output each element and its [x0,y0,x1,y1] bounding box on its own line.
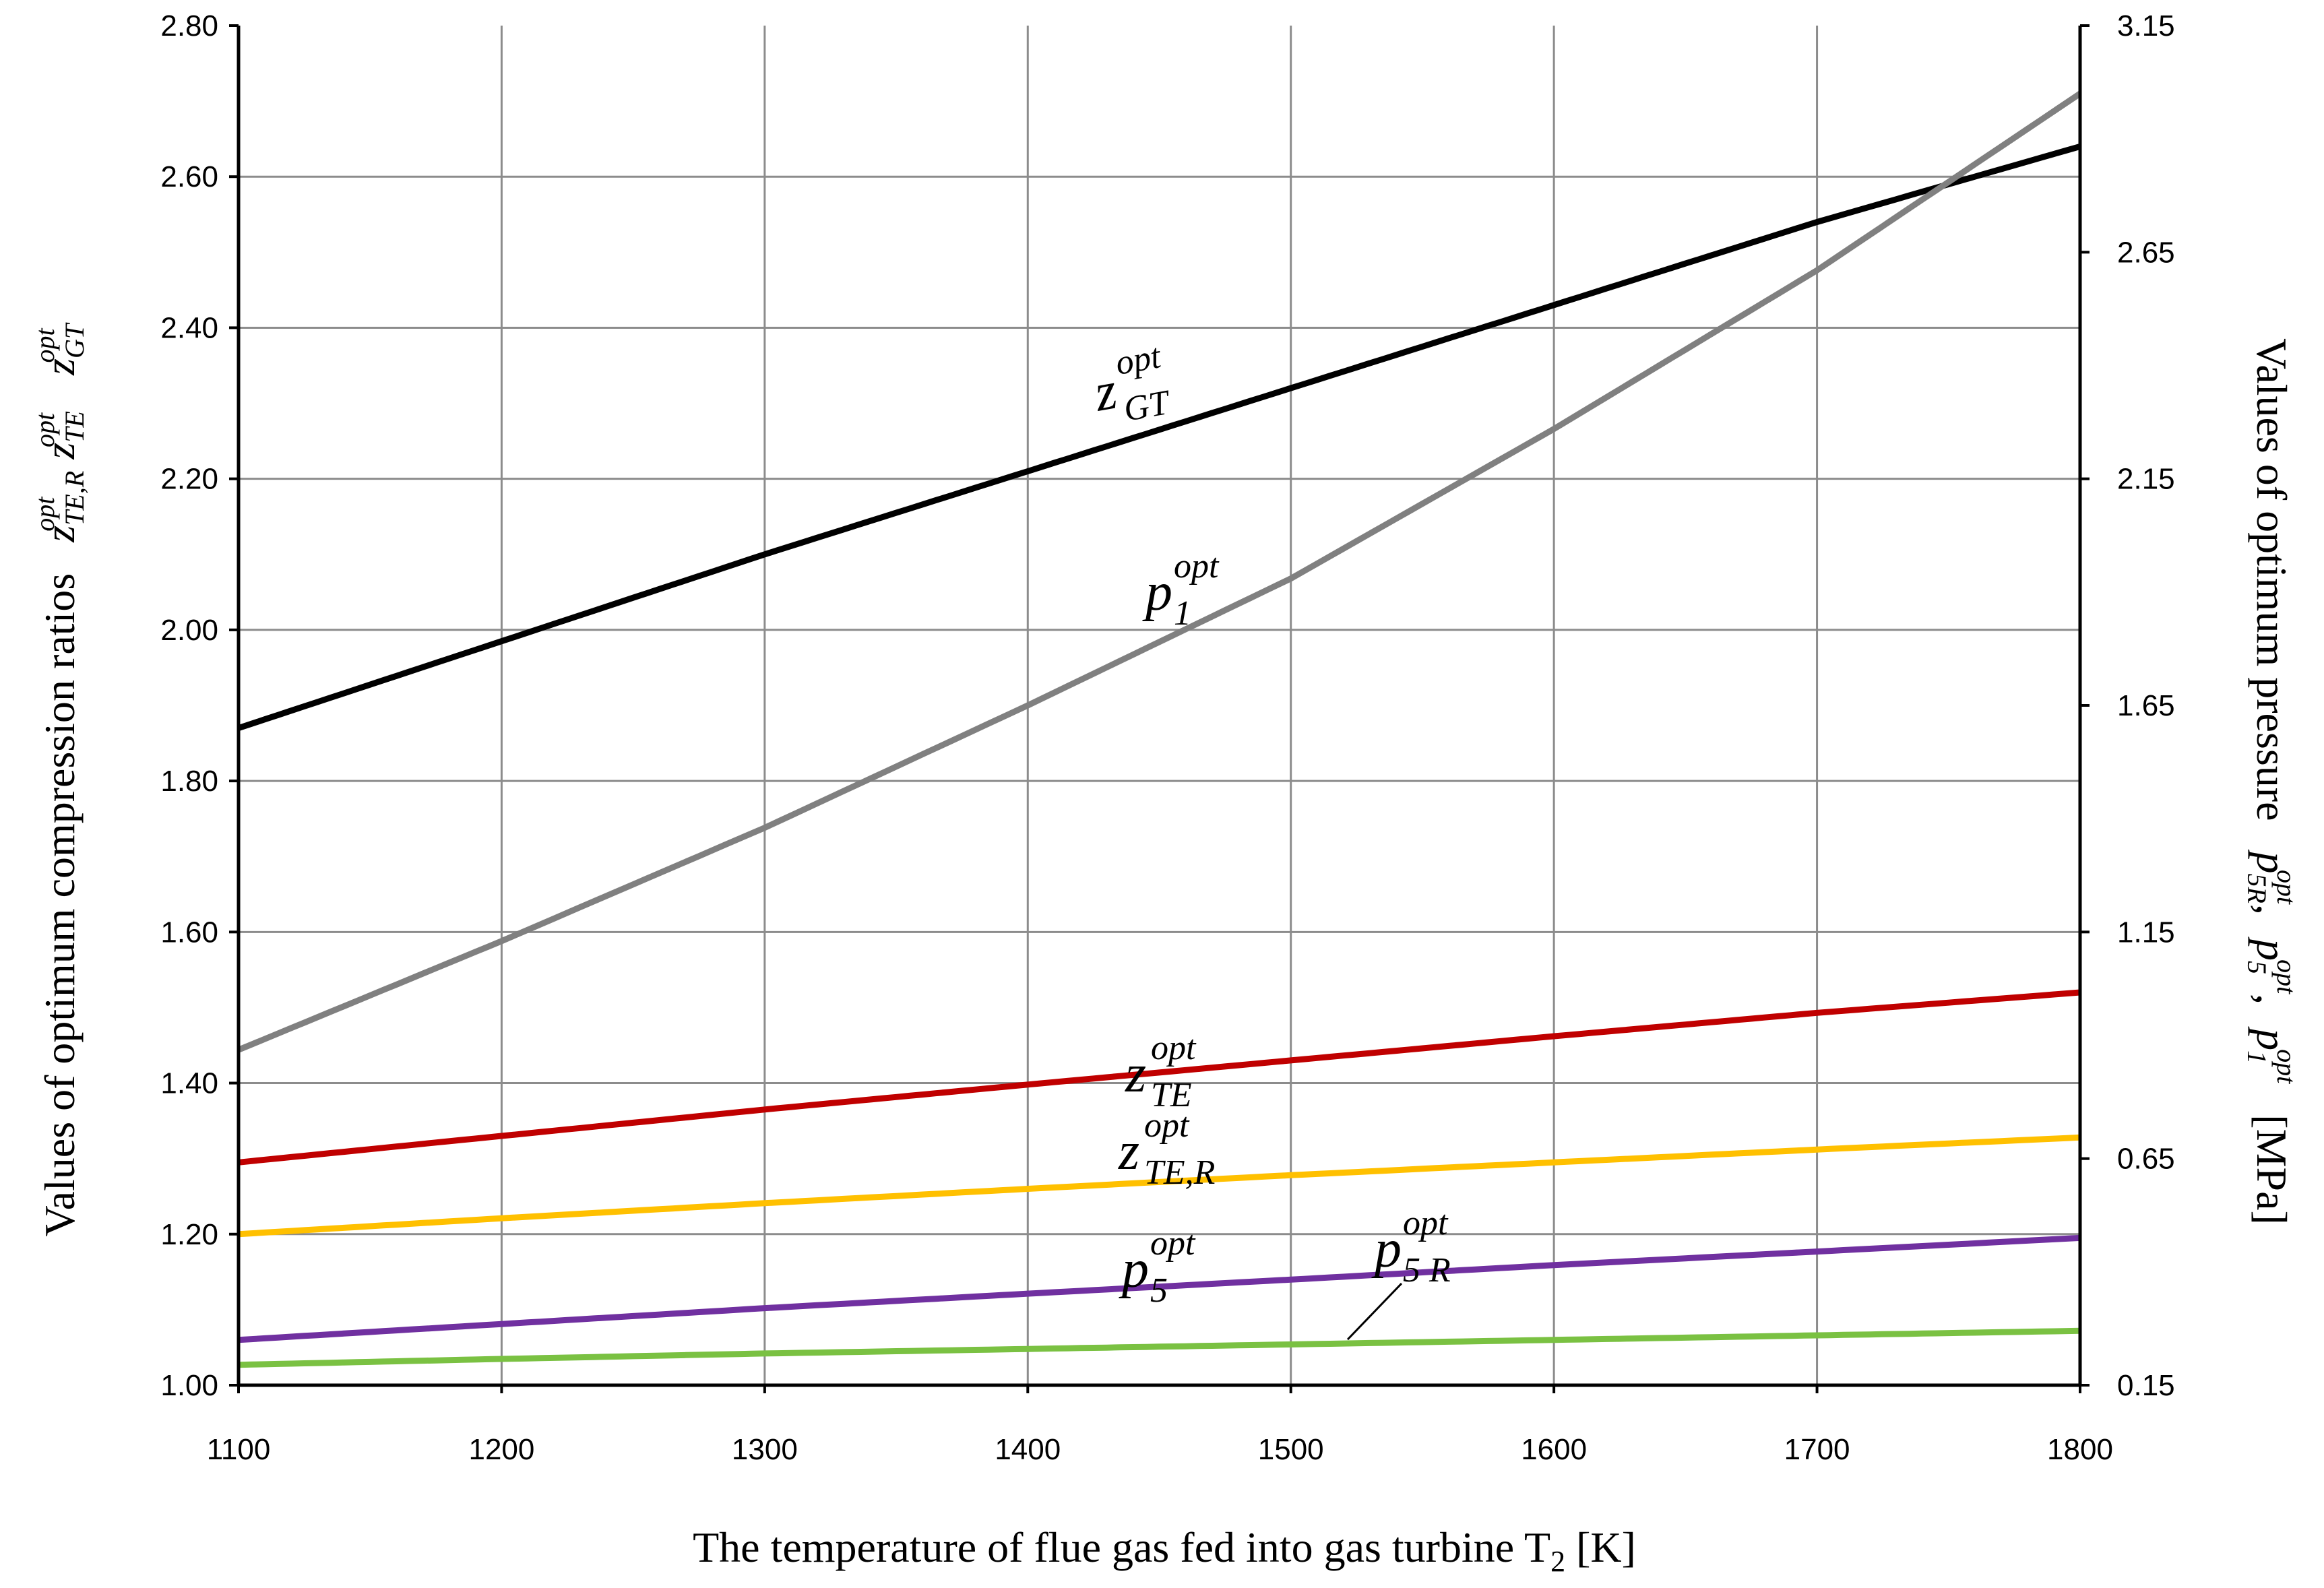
x-tick-label: 1200 [468,1433,534,1466]
y-left-tick-label: 2.40 [160,311,218,344]
annotation-p-5: p 5 opt [1119,1224,1196,1310]
y-left-tick-label: 1.00 [160,1369,218,1402]
x-tick-label: 1100 [207,1433,271,1466]
x-tick-label: 1600 [1521,1433,1587,1466]
annotation-subscript: GT [1121,383,1173,429]
y-right-tick-label: 0.65 [2117,1143,2175,1176]
y-left-title-zter: z [36,526,84,543]
y-right-tick-label: 2.65 [2117,236,2175,269]
annotation-subscript: 5 R [1403,1251,1451,1290]
series-line-p-1 [237,91,2082,1053]
y-left-tick-label: 1.20 [160,1218,218,1251]
x-tick-label: 1700 [1784,1433,1850,1466]
annotation-subscript: 1 [1174,594,1191,633]
series-line-z-te-r [238,1134,2081,1238]
p5r-leader-line [1346,1282,1403,1341]
y-left-axis-title: Values of optimum compression ratios zTE… [15,322,90,1236]
y-right-tick-label: 0.15 [2117,1369,2175,1402]
annotation-symbol: z [1118,1122,1139,1181]
svg-text:Values of optimum compression: Values of optimum compression ratios zTE… [15,322,90,1236]
series-line-z-gt [237,144,2081,731]
y-right-tick-label: 2.15 [2117,463,2175,496]
annotation-superscript: opt [1112,337,1164,383]
y-right-tick-label: 1.15 [2117,916,2175,949]
annotation-superscript: opt [1150,1224,1196,1263]
annotation-symbol: p [1371,1219,1402,1279]
y-left-tick-label: 1.80 [160,765,218,798]
svg-text:Values of optimum pressure: Values of optimum pressure p5Ropt, p5opt… [2242,338,2316,1225]
annotation-superscript: opt [1144,1106,1190,1145]
y-left-tick-label: 2.80 [160,9,218,42]
annotation-symbol: z [1125,1044,1146,1104]
y-left-title-zgt: z [36,358,84,376]
y-left-tick-label: 2.00 [160,614,218,647]
y-right-tick-label: 3.15 [2117,9,2175,42]
annotation-z-te-r: z TE,R opt [1118,1106,1215,1192]
y-right-title-p5r: p [2248,849,2296,873]
annotation-subscript: 5 [1150,1271,1168,1310]
annotation-superscript: opt [1151,1029,1197,1067]
x-tick-label: 1500 [1258,1433,1324,1466]
annotation-subscript: TE,R [1144,1153,1215,1192]
annotation-z-gt: z GTopt [1090,337,1174,429]
series-line-z-te [238,989,2081,1166]
y-right-title-unit: [MPa] [2248,1114,2296,1225]
annotation-symbol: z [1090,361,1121,423]
y-right-tick-label: 1.65 [2117,689,2175,722]
y-left-title-zte: z [36,443,84,460]
y-right-title-text: Values of optimum pressure [2248,338,2296,821]
y-right-title-p1: p [2248,1026,2296,1050]
annotation-superscript: opt [1403,1204,1449,1242]
annotation-superscript: opt [1174,547,1220,585]
y-left-title-text: Values of optimum compression ratios [36,573,84,1237]
x-tick-label: 1400 [995,1433,1061,1466]
y-left-tick-label: 2.20 [160,463,218,496]
y-left-tick-label: 1.60 [160,916,218,949]
y-left-tick-label: 1.40 [160,1067,218,1100]
x-tick-label: 1800 [2047,1433,2113,1466]
annotation-subscript: TE [1151,1076,1192,1114]
series-line-p-5 [238,1234,2081,1343]
y-right-title-p5: p [2248,936,2296,961]
series-line-p-5r [238,1327,2081,1368]
x-axis-title: The temperature of flue gas fed into gas… [693,1523,1636,1578]
annotation-p-1: p 1 opt [1142,547,1220,633]
axes [229,24,2090,1393]
series-layer [237,91,2082,1368]
annotation-symbol: p [1119,1240,1149,1299]
tick-labels: 1100 1200 1300 1400 1500 1600 1700 1800 1.00 1.20… [160,9,2174,1466]
annotation-symbol: p [1142,563,1172,622]
y-right-axis-title: Values of optimum pressure p5Ropt, p5opt… [2242,338,2316,1225]
y-left-tick-label: 2.60 [160,160,218,193]
annotation-z-te: z TE opt [1125,1029,1197,1114]
x-tick-label: 1300 [732,1433,798,1466]
